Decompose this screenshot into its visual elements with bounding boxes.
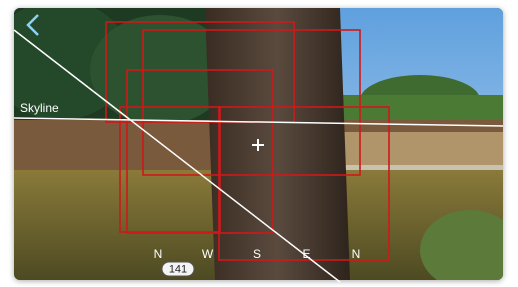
page: {"skyline_label": "Skyline", "compass": … [0, 0, 518, 287]
compass-letter: N [352, 247, 361, 261]
compass-letter: N [154, 247, 163, 261]
camera-view: Skyline N W S E N 141 [0, 0, 518, 287]
compass-letter: E [302, 247, 310, 261]
compass-letter: S [253, 247, 261, 261]
heading-value: 141 [169, 263, 187, 275]
skyline-label: Skyline [20, 101, 59, 115]
compass-letter: W [202, 247, 214, 261]
